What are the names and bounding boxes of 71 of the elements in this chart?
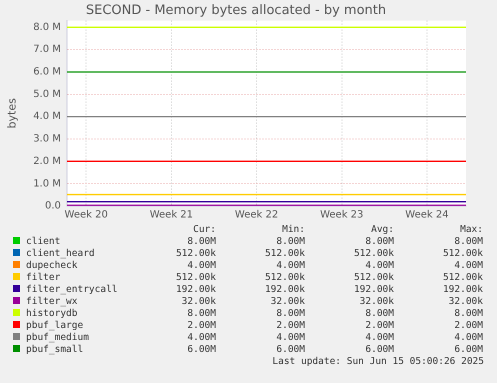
text: 192.00k bbox=[174, 284, 216, 296]
text: Min: bbox=[281, 224, 305, 236]
legend-label: dupecheck bbox=[25, 260, 78, 272]
x-tick-label: Week 24 bbox=[405, 210, 449, 221]
legend-label: pbuf_large bbox=[25, 320, 84, 332]
y-tick-label: 4.0 M bbox=[33, 111, 61, 122]
text: 4.00M bbox=[364, 260, 394, 272]
y-tick-label: 5.0 M bbox=[33, 88, 61, 100]
y-tick-label: 3.0 M bbox=[33, 134, 61, 145]
text: 4.00M bbox=[186, 332, 216, 344]
text: 4.00M bbox=[453, 260, 483, 272]
text: Avg: bbox=[370, 224, 394, 236]
text: 8.00M bbox=[364, 308, 394, 320]
legend-label: historydb bbox=[25, 308, 78, 320]
text: 32.00k bbox=[358, 296, 394, 308]
text: 512.00k bbox=[264, 272, 305, 284]
text: 32.00k bbox=[180, 296, 216, 308]
text: 512.00k bbox=[352, 248, 394, 260]
text: 512.00k bbox=[264, 248, 305, 260]
x-tick-label: Week 20 bbox=[64, 210, 108, 221]
text: 8.00M bbox=[453, 308, 483, 320]
text: 512.00k bbox=[352, 272, 394, 284]
text: 4.00M bbox=[453, 332, 483, 344]
text: 8.00M bbox=[186, 308, 216, 320]
text: 512.00k bbox=[442, 248, 483, 260]
text: 4.00M bbox=[364, 332, 394, 344]
text: 6.00M bbox=[275, 344, 305, 356]
text: 6.00M bbox=[364, 344, 394, 356]
text: 2.00M bbox=[275, 320, 305, 332]
text: 2.00M bbox=[453, 320, 483, 332]
text: Last update: Sun Jun 15 05:00:26 2025 bbox=[271, 356, 484, 368]
y-tick-label: 6.0 M bbox=[33, 66, 61, 78]
text: 512.00k bbox=[174, 248, 216, 260]
text: 32.00k bbox=[270, 296, 305, 308]
text: 8.00M bbox=[275, 236, 305, 248]
y-tick-label: 8.0 M bbox=[33, 22, 61, 33]
y-tick-label: 1.0 M bbox=[33, 178, 61, 190]
text: 6.00M bbox=[453, 344, 483, 356]
text: 32.00k bbox=[448, 296, 483, 308]
text: 8.00M bbox=[453, 236, 483, 248]
x-tick-label: Week 22 bbox=[234, 210, 278, 221]
text: 192.00k bbox=[352, 284, 394, 296]
text: 8.00M bbox=[364, 236, 394, 248]
text: 8.00M bbox=[186, 236, 216, 248]
text: 4.00M bbox=[275, 260, 305, 272]
legend-label: pbuf_small bbox=[25, 344, 84, 356]
y-tick-label: 7.0 M bbox=[33, 44, 61, 56]
chart-title: SECOND - Memory bytes allocated - by month bbox=[86, 3, 386, 18]
legend-label: filter_wx bbox=[25, 296, 78, 308]
text: 6.00M bbox=[186, 344, 216, 356]
x-tick-label: Week 23 bbox=[320, 210, 364, 221]
text: 2.00M bbox=[364, 320, 394, 332]
text: 512.00k bbox=[174, 272, 216, 284]
y-axis-title: bytes bbox=[5, 98, 18, 128]
legend-label: client bbox=[25, 236, 62, 248]
y-tick-label: 0.0 bbox=[45, 200, 61, 212]
text: 2.00M bbox=[186, 320, 216, 332]
text: 8.00M bbox=[275, 308, 305, 320]
text: Cur: bbox=[192, 224, 216, 236]
text: 4.00M bbox=[275, 332, 305, 344]
text: 192.00k bbox=[442, 284, 483, 296]
text: 192.00k bbox=[264, 284, 305, 296]
y-tick-label: 2.0 M bbox=[33, 156, 61, 167]
x-tick-label: Week 21 bbox=[150, 210, 194, 221]
legend-label: pbuf_medium bbox=[25, 332, 90, 344]
text: 512.00k bbox=[442, 272, 483, 284]
text: Max: bbox=[459, 224, 483, 236]
legend-label: filter_entrycall bbox=[25, 284, 119, 296]
legend-label: filter bbox=[25, 272, 62, 284]
legend-label: client_heard bbox=[25, 248, 96, 260]
text: 4.00M bbox=[186, 260, 216, 272]
